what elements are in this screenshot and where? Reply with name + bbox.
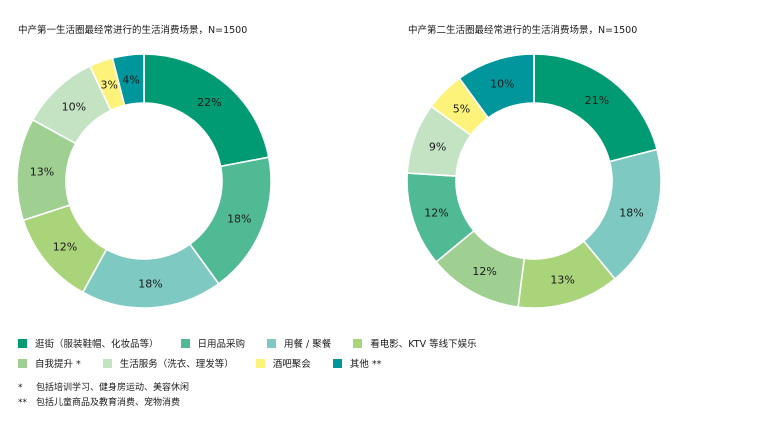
slice-value-label: 12% bbox=[472, 265, 496, 278]
donut-slice bbox=[458, 53, 535, 120]
legend-label: 生活服务（洗衣、理发等） bbox=[119, 359, 234, 370]
footnote-mark: * bbox=[18, 383, 23, 393]
legend-swatch bbox=[18, 338, 27, 348]
legend-item-bar-party: 酒吧聚会 bbox=[255, 356, 311, 370]
legend-item-entertainment: 看电影、KTV 等线下娱乐 bbox=[353, 336, 477, 350]
slice-value-label: 10% bbox=[62, 100, 86, 113]
legend-item-shopping: 逛街（服装鞋帽、化妆品等） bbox=[18, 336, 159, 350]
donut-chart-first-circle: 22% 18% 18% 12% 13% 10% 3% 4% bbox=[16, 53, 272, 309]
legend: 逛街（服装鞋帽、化妆品等） 日用品采购 用餐 / 聚餐 看电影、KTV 等线下娱… bbox=[18, 333, 758, 373]
legend-item-other: 其他 ** bbox=[332, 356, 382, 370]
legend-item-life-services: 生活服务（洗衣、理发等） bbox=[102, 356, 234, 370]
slice-value-label: 18% bbox=[138, 277, 162, 290]
legend-swatch bbox=[18, 358, 27, 368]
legend-swatch bbox=[255, 358, 265, 368]
legend-item-self-improvement: 自我提升 * bbox=[18, 356, 81, 370]
slice-value-label: 18% bbox=[619, 207, 643, 220]
slice-value-label: 4% bbox=[122, 73, 139, 86]
legend-row: 逛街（服装鞋帽、化妆品等） 日用品采购 用餐 / 聚餐 看电影、KTV 等线下娱… bbox=[18, 333, 758, 353]
slice-value-label: 13% bbox=[550, 273, 574, 286]
footnote-text: 包括儿童商品及教育消费、宠物消费 bbox=[36, 398, 181, 408]
legend-row: 自我提升 * 生活服务（洗衣、理发等） 酒吧聚会 其他 ** bbox=[18, 353, 758, 373]
footnotes: * 包括培训学习、健身房运动、美容休闲 ** 包括儿童商品及教育消费、宠物消费 bbox=[18, 381, 189, 411]
legend-label: 自我提升 * bbox=[35, 359, 81, 370]
footnote: * 包括培训学习、健身房运动、美容休闲 bbox=[18, 381, 189, 396]
footnote-mark: ** bbox=[18, 398, 27, 408]
slice-value-label: 13% bbox=[30, 165, 54, 178]
slice-value-label: 12% bbox=[53, 240, 77, 253]
legend-swatch bbox=[267, 338, 277, 348]
slice-value-label: 9% bbox=[429, 140, 446, 153]
legend-label: 看电影、KTV 等线下娱乐 bbox=[370, 339, 477, 350]
legend-swatch bbox=[180, 338, 190, 348]
legend-label: 其他 ** bbox=[349, 359, 382, 370]
legend-item-dining: 用餐 / 聚餐 bbox=[267, 336, 331, 350]
donut-slice bbox=[111, 53, 145, 107]
slice-value-label: 18% bbox=[227, 213, 251, 226]
slice-value-label: 21% bbox=[585, 94, 609, 107]
donut-slice bbox=[143, 53, 270, 168]
slice-value-label: 10% bbox=[490, 78, 514, 91]
legend-label: 用餐 / 聚餐 bbox=[284, 339, 332, 350]
legend-swatch bbox=[332, 358, 342, 368]
chart-title-second-circle: 中产第二生活圈最经常进行的生活消费场景，N=1500 bbox=[408, 25, 638, 36]
legend-label: 酒吧聚会 bbox=[272, 359, 311, 370]
chart-title-first-circle: 中产第一生活圈最经常进行的生活消费场景，N=1500 bbox=[18, 25, 248, 36]
donut-chart-second-circle: 21% 18% 13% 12% 12% 9% 5% 10% bbox=[406, 53, 662, 309]
legend-swatch bbox=[353, 338, 363, 348]
footnote-text: 包括培训学习、健身房运动、美容休闲 bbox=[36, 383, 190, 393]
legend-label: 日用品采购 bbox=[197, 339, 246, 350]
slice-value-label: 5% bbox=[453, 103, 470, 116]
footnote: ** 包括儿童商品及教育消费、宠物消费 bbox=[18, 396, 189, 411]
slice-value-label: 12% bbox=[424, 207, 448, 220]
legend-swatch bbox=[102, 358, 112, 368]
legend-item-daily-goods: 日用品采购 bbox=[180, 336, 246, 350]
slice-value-label: 22% bbox=[197, 96, 221, 109]
slice-value-label: 3% bbox=[101, 79, 118, 92]
donut-slice bbox=[533, 53, 658, 163]
legend-label: 逛街（服装鞋帽、化妆品等） bbox=[35, 339, 159, 350]
